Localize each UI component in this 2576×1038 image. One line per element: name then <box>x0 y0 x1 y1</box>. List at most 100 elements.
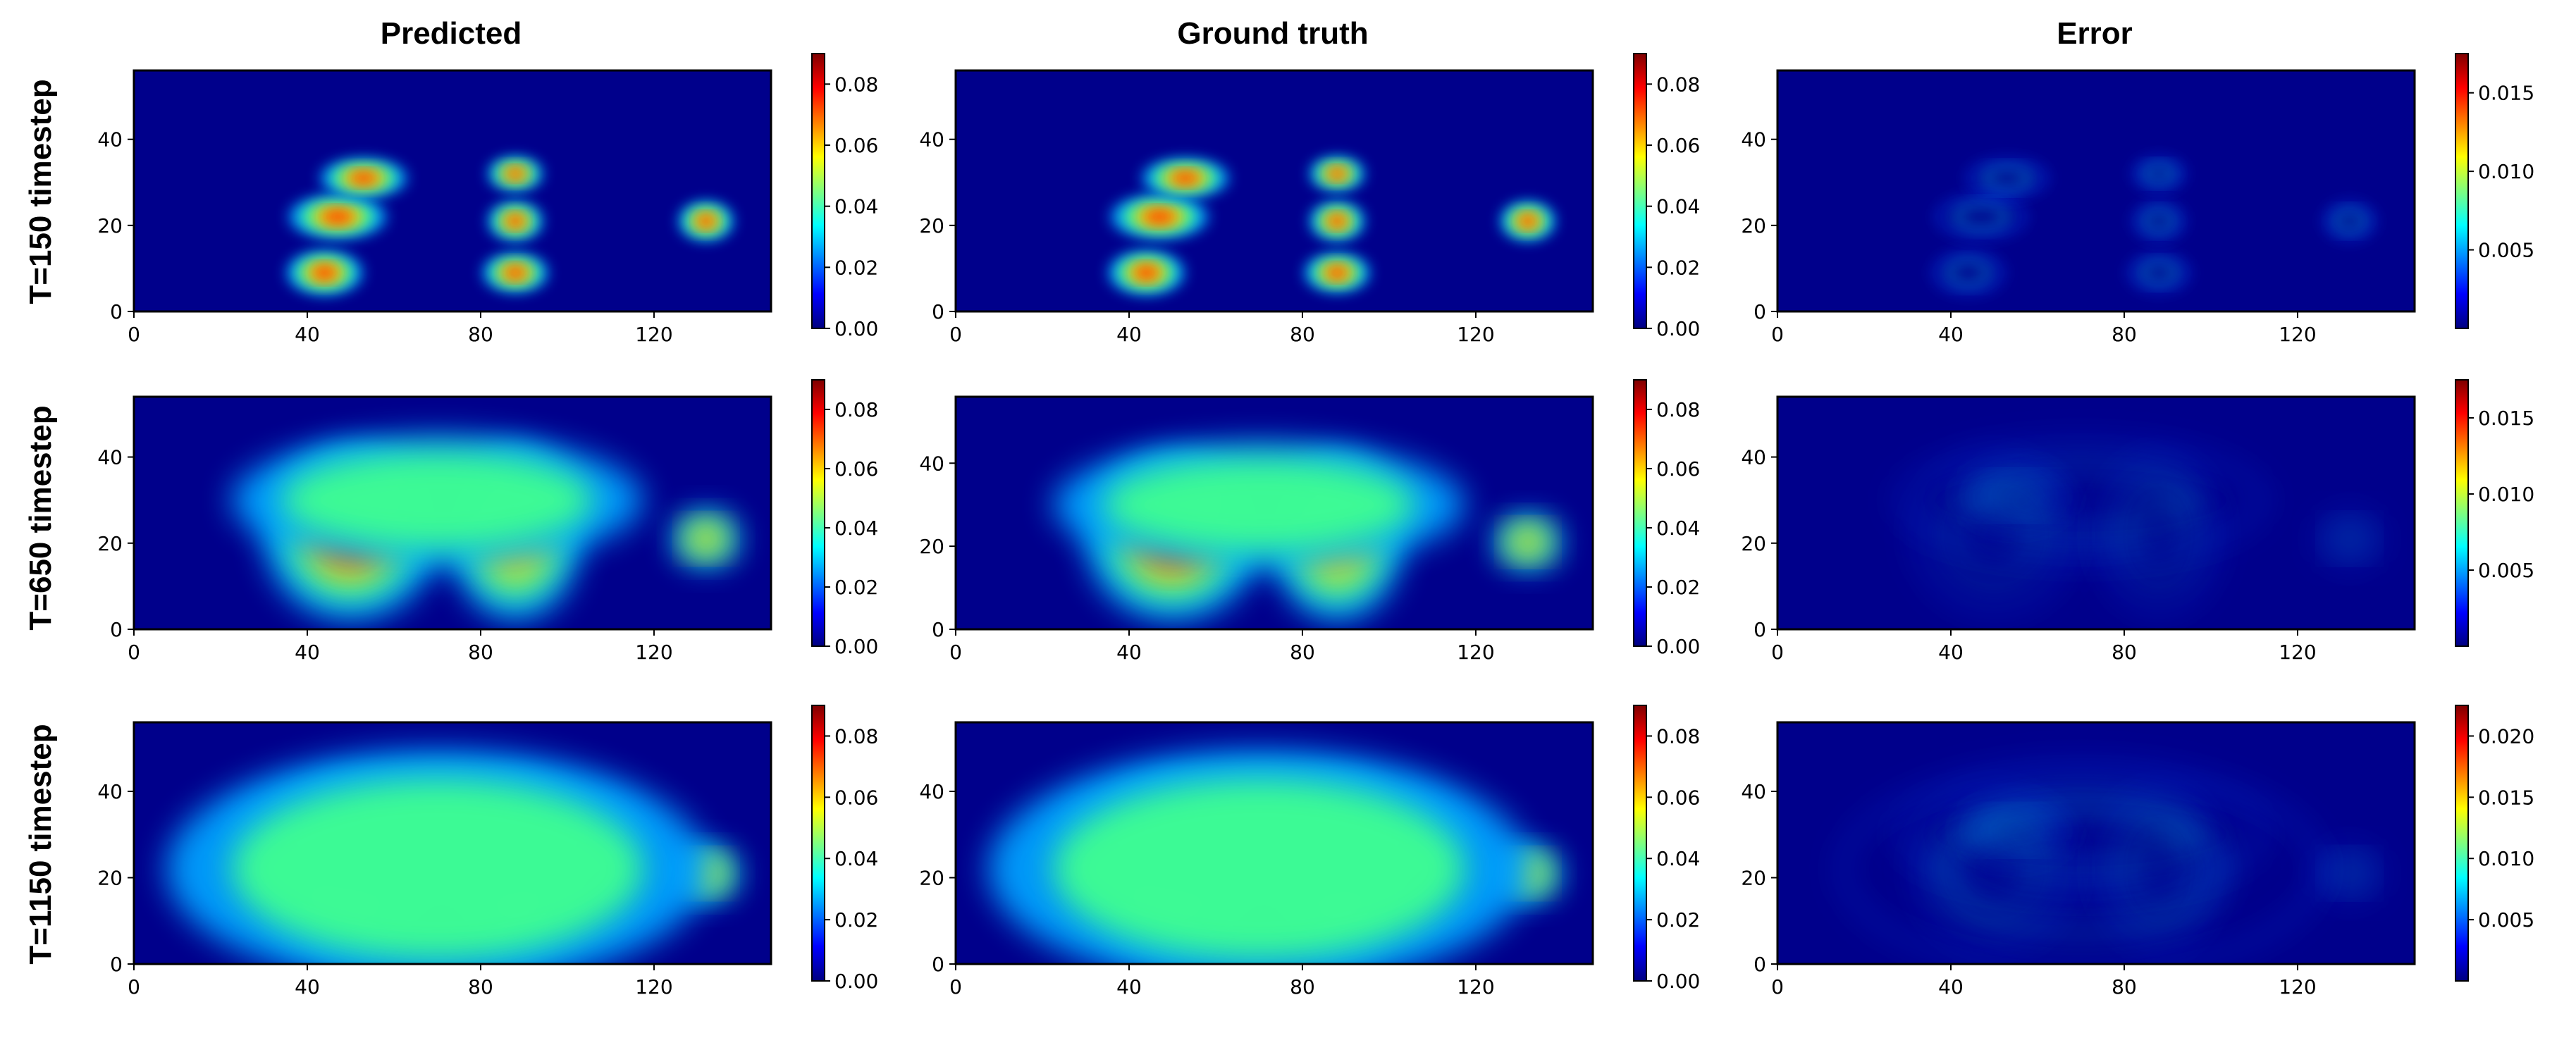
y-tick-label: 0 <box>932 953 944 976</box>
colorbar-tick-label: 0.015 <box>2478 407 2534 430</box>
field-blob <box>2330 857 2369 890</box>
heatmap-image <box>134 397 771 629</box>
field-blob <box>2128 254 2190 292</box>
x-tick-label: 80 <box>1290 975 1315 999</box>
field-blob <box>1985 814 2047 846</box>
colorbar <box>1633 379 1647 647</box>
field-blob <box>350 172 378 185</box>
x-tick-label: 0 <box>949 323 962 346</box>
field-blob <box>1328 215 1346 228</box>
axes-frame <box>133 69 772 313</box>
column-title-ground-truth: Ground truth <box>1177 16 1368 51</box>
y-tick-label: 20 <box>919 867 944 890</box>
panel-predicted-t-150-timestep: 0 40 80 120 0 20 40 0.00 0.02 0.04 0.06 0.08 <box>97 53 878 346</box>
x-tick-label: 40 <box>1116 323 1142 346</box>
colorbar <box>811 379 825 647</box>
colorbar-tick-label: 0.00 <box>1656 635 1700 658</box>
colorbar <box>1633 705 1647 982</box>
y-tick-label: 40 <box>919 128 944 152</box>
x-tick-label: 0 <box>1771 641 1784 664</box>
x-tick-label: 0 <box>1771 323 1784 346</box>
field-blob <box>1936 804 2226 934</box>
heatmap-background <box>134 70 771 311</box>
x-tick-label: 120 <box>1457 641 1494 664</box>
colorbar-tick-label: 0.00 <box>834 317 878 340</box>
y-tick-label: 20 <box>97 867 123 890</box>
colorbar-tick-label: 0.04 <box>1656 847 1700 870</box>
y-tick-label: 40 <box>1741 780 1766 803</box>
colorbar-tick-label: 0.06 <box>834 786 878 809</box>
x-tick-label: 120 <box>1457 975 1494 999</box>
x-tick-label: 120 <box>2279 641 2316 664</box>
y-tick-label: 40 <box>1741 128 1766 152</box>
y-tick-label: 0 <box>110 618 123 641</box>
x-tick-label: 0 <box>1771 975 1784 999</box>
y-tick-label: 20 <box>919 214 944 237</box>
x-tick-label: 40 <box>1116 641 1142 664</box>
field-blob <box>1328 168 1346 179</box>
y-tick-label: 20 <box>1741 532 1766 555</box>
colorbar-tick-label: 0.06 <box>834 457 878 481</box>
y-tick-label: 40 <box>919 452 944 475</box>
y-tick-label: 40 <box>919 780 944 803</box>
colorbar-tick-label: 0.020 <box>2478 724 2534 748</box>
y-tick-label: 40 <box>97 446 123 469</box>
x-tick-label: 0 <box>128 323 140 346</box>
x-tick-label: 120 <box>2279 975 2316 999</box>
field-blob <box>506 215 524 228</box>
colorbar-tick-label: 0.015 <box>2478 786 2534 809</box>
colorbar-tick-label: 0.08 <box>834 398 878 421</box>
x-tick-label: 80 <box>1290 323 1315 346</box>
colorbar <box>811 53 825 329</box>
x-tick-label: 80 <box>468 641 493 664</box>
field-blob <box>1947 822 2042 917</box>
field-blob <box>1519 215 1537 228</box>
colorbar-tick-label: 0.00 <box>1656 970 1700 993</box>
heatmap-image <box>134 70 771 311</box>
x-tick-label: 40 <box>1938 641 1964 664</box>
field-blob <box>231 779 643 960</box>
field-blob <box>689 524 723 553</box>
field-blob <box>2319 848 2380 899</box>
x-tick-label: 40 <box>295 323 320 346</box>
field-blob <box>1897 441 2264 559</box>
row-label-t1150: T=1150 timestep <box>23 724 58 964</box>
colorbar-tick-label: 0.06 <box>834 134 878 157</box>
x-tick-label: 120 <box>2279 323 2316 346</box>
field-blob <box>1936 196 2026 238</box>
y-tick-label: 40 <box>97 128 123 152</box>
heatmap-image <box>956 70 1593 311</box>
heatmap-image <box>956 722 1593 964</box>
heatmap-background <box>1777 722 2415 964</box>
y-tick-label: 20 <box>1741 867 1766 890</box>
colorbar-tick-label: 0.005 <box>2478 559 2534 582</box>
x-tick-label: 40 <box>1938 975 1964 999</box>
field-blob <box>1171 172 1200 185</box>
x-tick-label: 80 <box>1290 641 1315 664</box>
colorbar <box>1633 53 1647 329</box>
panel-ground-truth-t-150-timestep: 0 40 80 120 0 20 40 0.00 0.02 0.04 0.06 0.08 <box>919 53 1700 346</box>
colorbar-tick-label: 0.06 <box>1656 457 1700 481</box>
axes-frame <box>954 395 1594 631</box>
field-blob <box>2324 202 2376 240</box>
field-blob <box>312 266 337 280</box>
colorbar-tick-label: 0.015 <box>2478 82 2534 105</box>
y-tick-label: 40 <box>1741 446 1766 469</box>
x-tick-label: 40 <box>295 975 320 999</box>
field-blob <box>2133 202 2185 240</box>
column-title-error: Error <box>2057 16 2133 51</box>
colorbar-tick-label: 0.04 <box>1656 517 1700 540</box>
field-blob <box>2140 261 2178 285</box>
field-blob <box>697 215 715 228</box>
axes-frame <box>133 395 772 631</box>
colorbar-tick-label: 0.010 <box>2478 847 2534 870</box>
heatmap-image <box>1777 722 2415 964</box>
y-tick-label: 20 <box>97 214 123 237</box>
colorbar-tick-label: 0.02 <box>834 256 878 279</box>
heatmap-image <box>1777 397 2415 629</box>
field-blob <box>506 168 524 179</box>
field-blob <box>1143 209 1176 224</box>
x-tick-label: 0 <box>128 975 140 999</box>
x-tick-label: 80 <box>2112 323 2137 346</box>
